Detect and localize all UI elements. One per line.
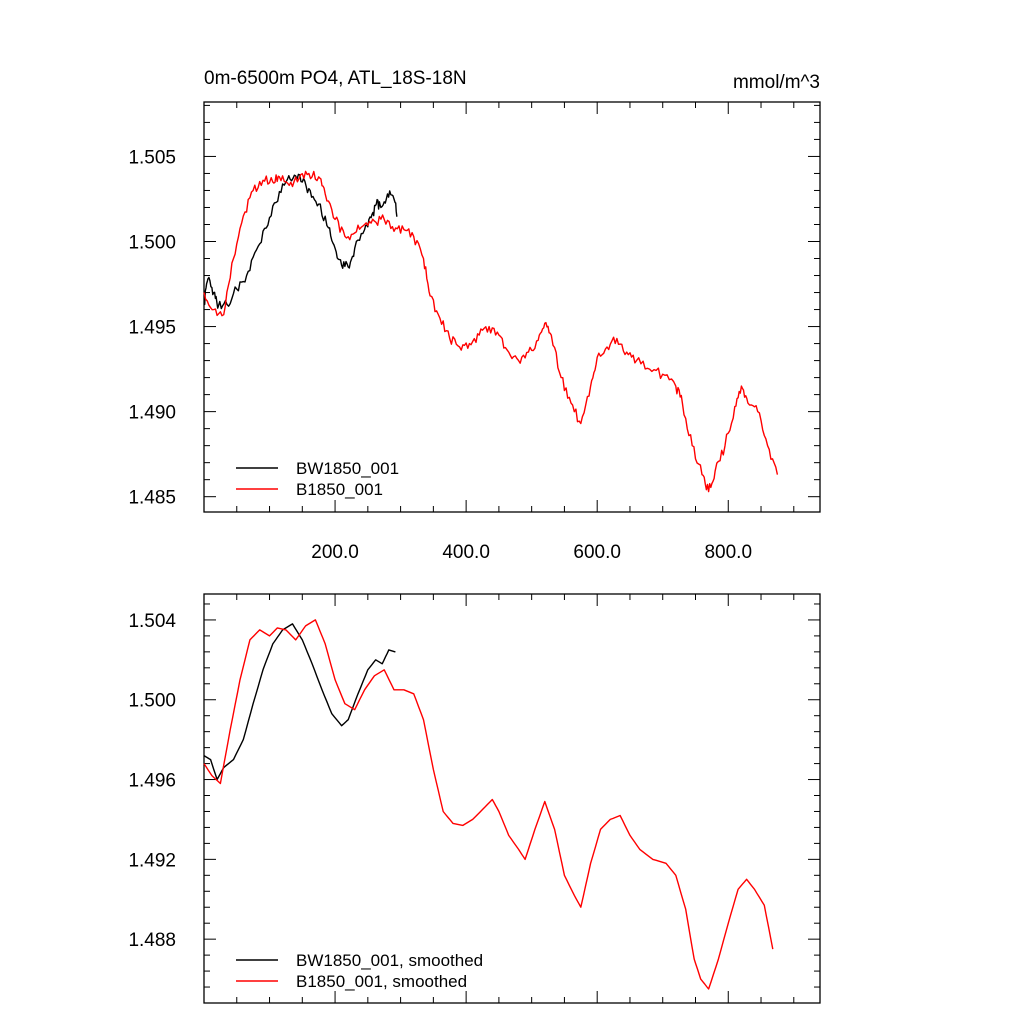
y-tick-label: 1.488 [128,930,176,951]
top-panel: 200.0 400.0 600.0 800.0 1.505 1.500 1.495 1.490… [128,101,821,563]
chart-title: 0m-6500m PO4, ATL_18S-18N [204,68,467,89]
series-line-b1850 [203,619,774,990]
series-line-bw1850 [204,173,398,310]
x-tick-label: 800.0 [704,542,752,563]
y-tick-label: 1.492 [128,850,176,871]
legend-label: BW1850_001, smoothed [296,951,483,970]
series-line-b1850 [203,170,779,493]
x-tick-label: 600.0 [573,542,621,563]
y-tick-label: 1.500 [128,233,176,254]
x-tick-label: 200.0 [311,542,359,563]
y-tick-label: 1.505 [128,147,176,168]
legend-label: BW1850_001 [296,459,399,478]
y-tick-label: 1.504 [128,611,176,632]
plot-frame [203,101,821,513]
y-tick-label: 1.490 [128,403,176,424]
x-tick-label: 400.0 [442,542,490,563]
legend-label: B1850_001 [296,480,383,499]
units-label: mmol/m^3 [733,72,820,93]
legend-label: B1850_001, smoothed [296,972,467,991]
y-tick-label: 1.500 [128,691,176,712]
series-line-bw1850 [203,623,396,781]
y-tick-label: 1.495 [128,318,176,339]
y-tick-label: 1.485 [128,488,176,509]
bottom-panel: 1.504 1.500 1.496 1.492 1.488 BW1850_001, smo… [128,593,821,1004]
y-tick-label: 1.496 [128,771,176,792]
plot-frame [203,593,821,1004]
